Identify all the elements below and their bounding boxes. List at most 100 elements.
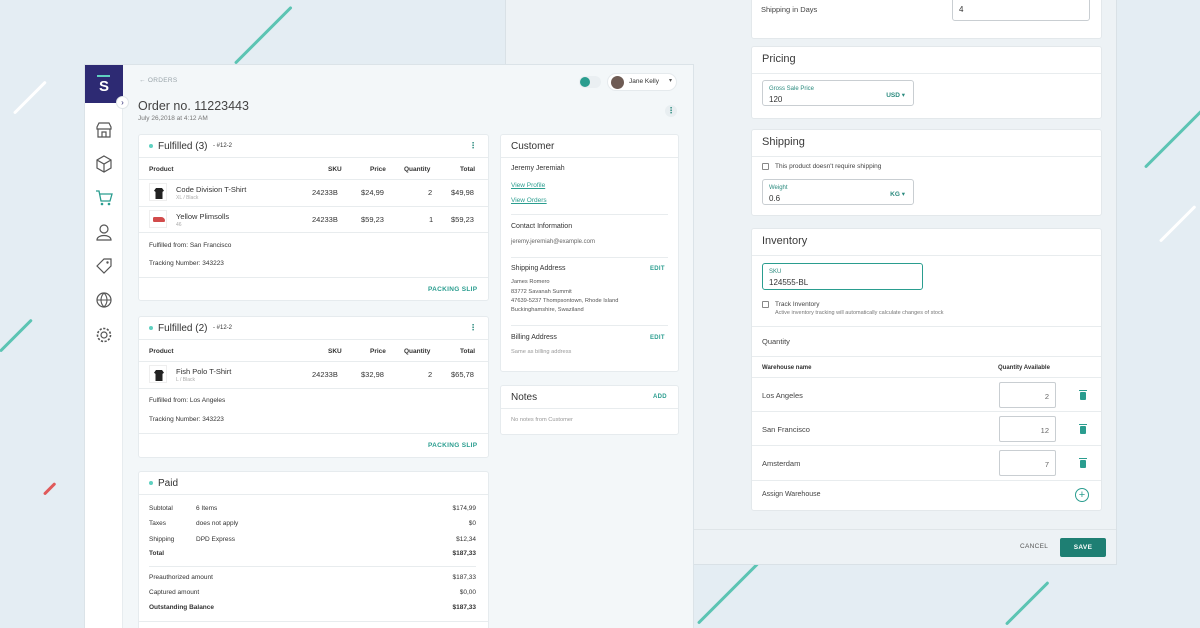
add-warehouse-icon[interactable]: + bbox=[1075, 488, 1089, 502]
payment-title: Paid bbox=[149, 478, 178, 489]
fulfillment-title: Fulfilled (3) bbox=[149, 141, 207, 152]
save-button[interactable]: SAVE bbox=[1060, 538, 1106, 557]
shipping-address-title: Shipping Address bbox=[511, 265, 566, 272]
currency-select[interactable]: USD ▾ bbox=[886, 92, 905, 99]
fulfillment-menu-icon[interactable]: ⋮ bbox=[469, 141, 477, 150]
warehouse-qty-input[interactable]: 2 bbox=[999, 382, 1056, 408]
decor-line bbox=[42, 482, 57, 496]
pricing-title: Pricing bbox=[762, 53, 796, 65]
billing-address-title: Billing Address bbox=[511, 334, 557, 341]
captured-value: $0,00 bbox=[459, 589, 476, 596]
shipping-card: Shipping This product doesn't require sh… bbox=[751, 129, 1102, 216]
tracking-number: Tracking Number: 343223 bbox=[149, 416, 224, 423]
product-total: $49,98 bbox=[451, 188, 474, 197]
store-icon[interactable] bbox=[95, 121, 113, 139]
box-icon[interactable] bbox=[95, 155, 113, 173]
user-icon[interactable] bbox=[95, 223, 113, 241]
gross-price-input[interactable]: Gross Sale Price 120 USD ▾ bbox=[762, 80, 914, 106]
weight-value: 0.6 bbox=[769, 194, 781, 203]
trash-icon[interactable] bbox=[1079, 424, 1087, 434]
no-shipping-label: This product doesn't require shipping bbox=[775, 163, 882, 170]
product-name[interactable]: Code Division T-Shirt bbox=[176, 185, 247, 194]
decor-line bbox=[1004, 581, 1050, 626]
no-shipping-checkbox[interactable] bbox=[762, 163, 769, 170]
divider bbox=[139, 232, 488, 233]
product-sku: 24233B bbox=[312, 370, 338, 379]
packing-slip-button[interactable]: PACKING SLIP bbox=[428, 286, 478, 293]
col-quantity-available: Quantity Available bbox=[998, 365, 1050, 371]
sku-input[interactable]: SKU 124555-BL bbox=[762, 263, 923, 290]
chevron-right-icon[interactable]: › bbox=[116, 96, 129, 109]
sku-label: SKU bbox=[769, 269, 782, 275]
weight-unit-select[interactable]: KG ▾ bbox=[890, 191, 905, 198]
product-thumbnail[interactable] bbox=[149, 183, 167, 201]
view-orders-link[interactable]: View Orders bbox=[511, 197, 547, 204]
product-thumbnail[interactable] bbox=[149, 365, 167, 383]
address-line: 83772 Savanah Summit bbox=[511, 289, 572, 295]
address-line: 47639-5237 Thompsontown, Rhode Island bbox=[511, 298, 619, 304]
packing-slip-button[interactable]: PACKING SLIP bbox=[428, 442, 478, 449]
gear-icon[interactable] bbox=[95, 326, 113, 344]
decor-line bbox=[233, 5, 293, 65]
divider bbox=[139, 179, 488, 180]
subtotal-value: $174,99 bbox=[452, 505, 477, 512]
trash-icon[interactable] bbox=[1079, 458, 1087, 468]
product-variant: XL / Black bbox=[176, 195, 199, 201]
warehouse-qty-input[interactable]: 7 bbox=[999, 450, 1056, 476]
address-line: Buckinghamshire, Swaziland bbox=[511, 307, 584, 313]
product-name[interactable]: Fish Polo T-Shirt bbox=[176, 367, 232, 376]
product-variant: 46 bbox=[176, 222, 182, 228]
breadcrumb-orders[interactable]: ORDERS bbox=[147, 77, 178, 84]
product-name[interactable]: Yellow Plimsolls bbox=[176, 212, 230, 221]
user-menu[interactable]: Jane Kelly ▾ bbox=[607, 73, 677, 91]
product-qty: 1 bbox=[429, 215, 434, 224]
inventory-title: Inventory bbox=[762, 235, 808, 247]
weight-input[interactable]: Weight 0.6 KG ▾ bbox=[762, 179, 914, 205]
shipping-note: DPD Express bbox=[196, 536, 236, 543]
notes-title: Notes bbox=[511, 392, 538, 403]
add-note-button[interactable]: ADD bbox=[653, 394, 667, 400]
tag-icon[interactable] bbox=[95, 257, 113, 275]
col-total: Total bbox=[460, 348, 476, 355]
notes-empty: No notes from Customer bbox=[511, 417, 573, 423]
product-thumbnail[interactable] bbox=[149, 210, 167, 228]
outstanding-value: $187,33 bbox=[452, 604, 477, 611]
divider bbox=[752, 356, 1101, 357]
arrow-left-icon: ← bbox=[139, 77, 148, 84]
fulfilled-from-value: San Francisco bbox=[189, 242, 232, 249]
decor-line bbox=[12, 80, 47, 115]
fulfilled-from-value: Los Angeles bbox=[189, 397, 226, 404]
theme-toggle[interactable] bbox=[579, 76, 601, 88]
captured-label: Captured amount bbox=[149, 589, 200, 596]
customer-email[interactable]: jeremy.jeremiah@example.com bbox=[511, 239, 596, 245]
status-dot bbox=[149, 326, 153, 331]
trash-icon[interactable] bbox=[1079, 390, 1087, 400]
breadcrumb[interactable]: ← ORDERS bbox=[139, 77, 178, 84]
divider bbox=[139, 157, 488, 158]
warehouse-qty-input[interactable]: 12 bbox=[999, 416, 1056, 442]
status-dot bbox=[149, 144, 153, 149]
view-profile-link[interactable]: View Profile bbox=[511, 182, 546, 189]
shipping-title: Shipping bbox=[762, 136, 805, 148]
fulfillment-card: Fulfilled (2) - #12-2 ⋮ Product SKU Pric… bbox=[138, 316, 489, 458]
edit-billing-button[interactable]: EDIT bbox=[650, 335, 665, 341]
weight-label: Weight bbox=[769, 185, 788, 191]
track-inventory-checkbox[interactable] bbox=[762, 301, 769, 308]
col-total: Total bbox=[460, 166, 476, 173]
product-price: $59,23 bbox=[361, 215, 384, 224]
product-total: $65,78 bbox=[451, 370, 474, 379]
fulfillment-title: Fulfilled (2) bbox=[149, 323, 207, 334]
cart-icon[interactable] bbox=[95, 189, 113, 207]
order-menu-icon[interactable]: ⋮ bbox=[665, 105, 677, 117]
edit-shipping-button[interactable]: EDIT bbox=[650, 266, 665, 272]
globe-icon[interactable] bbox=[95, 291, 113, 309]
cancel-button[interactable]: CANCEL bbox=[1020, 543, 1049, 550]
outstanding-label: Outstanding Balance bbox=[149, 604, 215, 611]
fulfillment-menu-icon[interactable]: ⋮ bbox=[469, 323, 477, 332]
page-title: Order no. 11223443 bbox=[138, 99, 249, 113]
track-inventory-label: Track Inventory bbox=[775, 301, 820, 308]
logo[interactable]: S bbox=[85, 65, 123, 103]
shipping-days-input[interactable]: 4 bbox=[952, 0, 1090, 21]
col-product: Product bbox=[149, 348, 174, 355]
contact-title: Contact Information bbox=[511, 223, 573, 230]
